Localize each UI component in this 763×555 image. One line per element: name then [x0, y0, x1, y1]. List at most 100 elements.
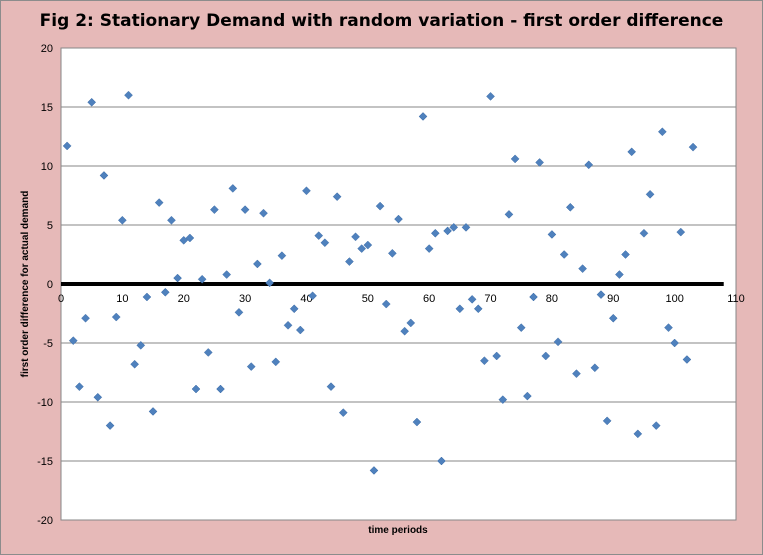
data-point	[688, 142, 698, 152]
x-tick-label: 60	[423, 293, 435, 305]
data-point	[504, 210, 514, 219]
data-point	[332, 192, 342, 202]
data-point	[338, 408, 348, 417]
data-point	[565, 202, 575, 212]
y-tick-label: -10	[37, 397, 53, 409]
data-point	[326, 382, 336, 392]
data-point	[516, 323, 526, 333]
data-point	[75, 382, 84, 392]
data-point	[510, 154, 520, 164]
data-point	[553, 337, 563, 347]
data-point	[547, 230, 557, 239]
data-point	[535, 158, 544, 167]
data-point	[259, 208, 268, 218]
y-tick-label: 0	[47, 279, 53, 291]
data-point	[541, 351, 551, 361]
x-axis-ticks: 0 10 20 30 40 50 60 70 80 90 100 110	[58, 293, 745, 305]
data-point	[351, 232, 360, 242]
data-point	[658, 127, 667, 137]
data-point	[455, 304, 465, 314]
data-point	[210, 205, 219, 215]
y-tick-label: -5	[43, 338, 53, 350]
data-point	[185, 233, 195, 243]
data-point	[406, 318, 416, 328]
chart-title: Fig 2: Stationary Demand with random var…	[39, 11, 724, 31]
data-point	[498, 395, 508, 404]
data-point	[154, 198, 164, 207]
data-point	[320, 238, 330, 248]
data-point	[651, 421, 661, 430]
data-point	[369, 466, 379, 475]
data-point	[179, 235, 189, 245]
y-tick-label: 15	[41, 102, 53, 114]
data-point	[289, 304, 299, 314]
data-point	[480, 356, 489, 366]
data-point	[167, 215, 176, 225]
data-point	[81, 313, 90, 323]
data-point	[357, 244, 367, 253]
data-point	[381, 299, 391, 309]
data-point	[302, 186, 311, 196]
y-tick-label: 20	[41, 43, 53, 55]
data-point	[136, 341, 146, 350]
data-point	[345, 257, 354, 266]
data-point	[584, 160, 594, 170]
x-tick-label: 100	[665, 293, 683, 305]
data-point	[130, 359, 139, 369]
data-point	[437, 456, 446, 466]
data-point	[99, 171, 109, 180]
data-point	[111, 312, 121, 322]
data-point	[142, 292, 152, 302]
data-point	[363, 240, 373, 250]
data-point	[590, 363, 600, 373]
data-point	[271, 357, 281, 367]
data-point	[424, 244, 434, 253]
y-tick-label: 10	[41, 161, 53, 173]
data-point	[578, 264, 587, 274]
data-point	[639, 228, 649, 238]
data-point	[486, 92, 495, 101]
data-point	[253, 259, 262, 269]
data-point	[621, 250, 630, 259]
data-point	[559, 250, 569, 259]
data-point	[265, 278, 274, 288]
x-tick-label: 30	[239, 293, 251, 305]
data-point	[400, 326, 409, 336]
y-tick-label: 5	[47, 220, 53, 232]
data-point	[222, 270, 232, 279]
gridlines	[61, 106, 736, 462]
data-point	[676, 227, 686, 237]
data-point	[523, 391, 532, 401]
data-point	[608, 313, 618, 323]
data-point	[160, 287, 170, 297]
data-point	[627, 147, 637, 157]
data-point	[418, 112, 428, 121]
data-point	[572, 369, 581, 379]
data-point	[461, 223, 471, 232]
data-point	[412, 417, 422, 427]
y-tick-label: -20	[37, 515, 53, 527]
x-tick-label: 20	[178, 293, 190, 305]
data-point	[173, 273, 182, 283]
data-point	[283, 320, 293, 330]
x-tick-label: 10	[116, 293, 128, 305]
data-points	[62, 90, 698, 475]
data-point	[430, 228, 440, 238]
data-point	[492, 351, 502, 361]
data-point	[682, 355, 692, 364]
data-point	[118, 215, 127, 225]
data-point	[124, 90, 133, 100]
data-point	[87, 97, 97, 107]
data-point	[246, 362, 256, 371]
data-point	[68, 336, 78, 345]
x-tick-label: 50	[362, 293, 374, 305]
data-point	[228, 184, 238, 193]
data-point	[596, 290, 606, 299]
data-point	[234, 307, 244, 317]
data-point	[670, 338, 679, 348]
data-point	[148, 407, 158, 416]
data-point	[295, 325, 305, 335]
x-tick-label: 90	[607, 293, 619, 305]
data-point	[602, 416, 612, 426]
